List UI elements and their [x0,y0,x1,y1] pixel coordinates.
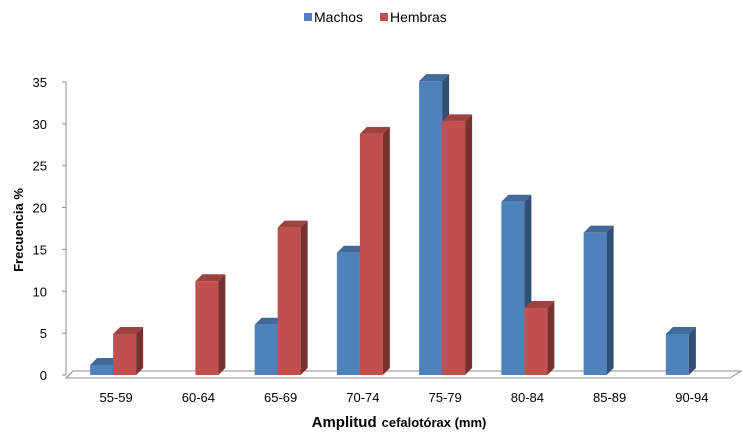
bar-hembras [195,274,226,375]
legend-swatch-hembras [380,13,388,21]
bar-top [501,194,532,202]
bar-side [136,326,144,375]
bar-top [524,301,555,309]
bar-hembras [277,220,308,375]
y-tick-label: 35 [33,75,47,90]
bar-front [113,333,137,375]
x-tick-label: 80-84 [511,390,544,405]
bar-front [419,81,443,376]
bar-hembras [442,114,473,376]
bar-top [336,245,367,253]
y-tick-label: 15 [33,242,47,257]
bar-machos [501,194,532,375]
bar-front [442,121,466,376]
y-axis-label: Frecuencia % [11,188,26,272]
bar-front [195,281,219,375]
x-axis-label: Amplitud cefalotórax (mm) [312,414,487,431]
x-tick-label: 55-59 [100,390,133,405]
bar-top [195,274,226,282]
bar-top [583,225,614,233]
bar-machos [583,225,614,375]
x-tick-label: 60-64 [182,390,215,405]
y-tick-label: 30 [33,117,47,132]
bar-top [359,126,390,134]
bar-top [442,114,473,122]
y-tick-label: 25 [33,159,47,174]
x-axis-label-main: Amplitud [312,414,377,431]
bar-side [465,114,473,376]
bar-hembras [524,301,555,375]
x-tick-label: 65-69 [264,390,297,405]
bar-front [277,227,301,375]
legend-label-machos: Machos [314,9,363,25]
bar-front [336,252,360,375]
bar-front [665,333,689,375]
bar-front [90,364,114,375]
bar-top [90,357,121,365]
y-tick-label: 5 [40,326,47,341]
y-tick-label: 20 [33,201,47,216]
bar-side [547,301,555,375]
bar-top [277,220,308,228]
bar-machos [665,326,696,375]
bar-side [606,225,614,375]
bar-side [300,220,308,375]
bar-hembras [359,126,390,375]
x-axis-label-small: cefalotórax (mm) [382,415,487,430]
bar-front [524,308,548,375]
bar-side [218,274,226,375]
bar-top [665,326,696,334]
bar-front [501,201,525,375]
legend-label-hembras: Hembras [390,9,447,25]
chart-floor [64,370,742,379]
bar-hembras [113,326,144,375]
bar-front [359,133,383,375]
legend-swatch-machos [304,13,312,21]
y-tick-label: 10 [33,284,47,299]
bar-side [688,326,696,375]
bar-top [113,326,144,334]
bar-top [254,317,285,325]
bar-front [254,324,278,375]
bar-front [583,232,607,375]
x-tick-label: 70-74 [346,390,379,405]
x-tick-label: 90-94 [675,390,708,405]
bar-top [419,74,450,82]
bar-side [382,126,390,375]
x-tick-label: 75-79 [429,390,462,405]
x-tick-label: 85-89 [593,390,626,405]
y-tick-label: 0 [40,368,47,383]
